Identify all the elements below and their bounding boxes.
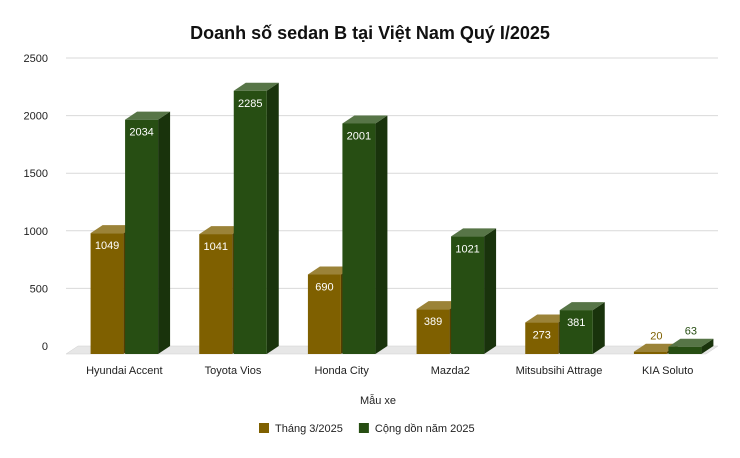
data-label-toyota-vios-thang-3-2025: 1041 xyxy=(204,241,228,253)
bar-top-face xyxy=(451,228,497,237)
data-label-honda-city-cong-don-nam-2025: 2001 xyxy=(347,130,371,142)
bar-side-face xyxy=(701,338,714,354)
legend: Tháng 3/2025 Cộng dồn năm 2025 xyxy=(259,423,475,435)
legend-item-cong-don-nam-2025: Cộng dồn năm 2025 xyxy=(358,423,475,435)
x-tick-label-toyota-vios: Toyota Vios xyxy=(205,365,262,377)
y-tick-label-1500: 1500 xyxy=(24,168,48,180)
bar-mitsubsihi-attrage-cong-don-nam-2025 xyxy=(559,302,605,354)
bar-front-face xyxy=(525,322,559,354)
bar-front-face xyxy=(233,90,267,354)
bar-kia-soluto-cong-don-nam-2025 xyxy=(668,338,714,354)
legend-item-thang-3-2025: Tháng 3/2025 xyxy=(259,423,343,435)
data-labels: 1049 2034 1041 2285 690 2001 389 1021 273 381 20 63 xyxy=(95,98,697,343)
y-tick-label-0: 0 xyxy=(42,341,48,353)
bar-side-face xyxy=(592,302,605,354)
bar-mazda2-cong-don-nam-2025 xyxy=(451,228,497,354)
bar-front-face xyxy=(633,351,667,354)
bar-hyundai-accent-cong-don-nam-2025 xyxy=(125,111,171,354)
bar-front-face xyxy=(668,346,702,354)
y-tick-label-500: 500 xyxy=(30,283,48,295)
data-label-mazda2-cong-don-nam-2025: 1021 xyxy=(455,243,479,255)
bar-front-face xyxy=(125,119,159,354)
bar-top-face xyxy=(233,82,279,91)
bar-side-face xyxy=(158,111,171,354)
data-label-kia-soluto-cong-don-nam-2025: 63 xyxy=(685,326,697,338)
x-tick-label-mitsubsihi-attrage: Mitsubsihi Attrage xyxy=(516,365,603,377)
bar-top-face xyxy=(633,343,679,352)
legend-label: Tháng 3/2025 xyxy=(275,423,343,435)
x-axis-title: Mẫu xe xyxy=(360,394,396,407)
bar-top-face xyxy=(342,115,388,124)
y-tick-label-1000: 1000 xyxy=(24,226,48,238)
legend-label: Cộng dồn năm 2025 xyxy=(375,423,475,435)
bar-honda-city-cong-don-nam-2025 xyxy=(342,115,388,354)
y-tick-label-2000: 2000 xyxy=(24,111,48,123)
bar-top-face xyxy=(199,226,245,235)
data-label-toyota-vios-cong-don-nam-2025: 2285 xyxy=(238,98,262,110)
data-label-mitsubsihi-attrage-thang-3-2025: 273 xyxy=(533,330,551,342)
data-label-honda-city-thang-3-2025: 690 xyxy=(315,282,333,294)
legend-swatch xyxy=(358,423,369,433)
y-tick-label-2500: 2500 xyxy=(24,53,48,65)
bar-front-face xyxy=(559,310,593,354)
bar-side-face xyxy=(484,228,497,354)
bar-side-face xyxy=(266,82,279,354)
bar-toyota-vios-cong-don-nam-2025 xyxy=(233,82,279,354)
bar-top-face xyxy=(125,111,171,120)
data-label-mazda2-thang-3-2025: 389 xyxy=(424,316,442,328)
bar-front-face xyxy=(451,236,485,354)
bar-front-face xyxy=(416,309,450,354)
data-label-hyundai-accent-thang-3-2025: 1049 xyxy=(95,240,119,252)
bar-top-face xyxy=(90,225,136,234)
bar-top-face xyxy=(559,302,605,311)
data-label-mitsubsihi-attrage-cong-don-nam-2025: 381 xyxy=(567,317,585,329)
chart-title: Doanh số sedan B tại Việt Nam Quý I/2025 xyxy=(190,23,550,43)
bar-top-face xyxy=(416,301,462,310)
bar-front-face xyxy=(342,123,376,354)
x-axis-categories: Hyundai Accent Toyota Vios Honda City Mazda… xyxy=(86,365,693,377)
bar-front-face xyxy=(199,234,233,354)
x-tick-label-mazda2: Mazda2 xyxy=(431,365,470,377)
data-label-kia-soluto-thang-3-2025: 20 xyxy=(650,331,662,343)
bar-front-face xyxy=(90,233,124,354)
bar-top-face xyxy=(525,314,571,323)
legend-swatch xyxy=(259,423,269,433)
x-tick-label-hyundai-accent: Hyundai Accent xyxy=(86,365,162,377)
bar-front-face xyxy=(307,274,341,354)
bar-top-face xyxy=(307,266,353,275)
bar-top-face xyxy=(668,338,714,347)
x-tick-label-honda-city: Honda City xyxy=(314,365,369,377)
y-axis-ticks: 0 500 1000 1500 2000 2500 xyxy=(24,53,48,353)
bar-side-face xyxy=(375,115,388,354)
x-tick-label-kia-soluto: KIA Soluto xyxy=(642,365,693,377)
bars xyxy=(90,82,714,354)
data-label-hyundai-accent-cong-don-nam-2025: 2034 xyxy=(129,127,153,139)
grid-lines xyxy=(66,57,718,289)
